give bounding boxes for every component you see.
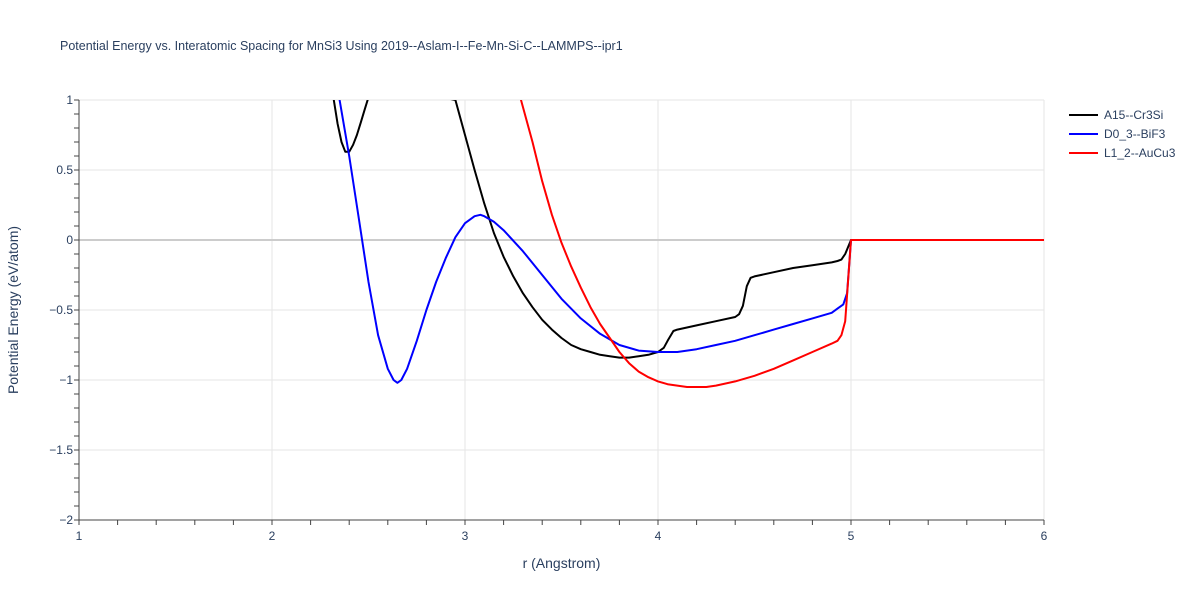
x-tick-label: 5: [848, 529, 855, 543]
grid: [78, 99, 1045, 521]
x-tick-label: 4: [655, 529, 662, 543]
series-line-d0-3-bif3: [338, 100, 1044, 384]
y-tick-label: −1.5: [49, 443, 73, 457]
x-tick-label: 2: [269, 529, 276, 543]
series-line-l1-2-aucu3: [520, 100, 1044, 388]
y-tick-label: 1: [66, 93, 73, 107]
x-tick-label: 1: [76, 529, 83, 543]
legend-label: D0_3--BiF3: [1104, 127, 1166, 141]
y-tick-label: −1: [59, 373, 73, 387]
y-tick-label: −2: [59, 513, 73, 527]
legend-item[interactable]: D0_3--BiF3: [1069, 127, 1166, 141]
legend-item[interactable]: A15--Cr3Si: [1069, 108, 1163, 122]
legend-label: L1_2--AuCu3: [1104, 146, 1176, 160]
legend-label: A15--Cr3Si: [1104, 108, 1163, 122]
y-tick-label: 0: [66, 233, 73, 247]
axes: [74, 99, 1045, 525]
x-axis-title: r (Angstrom): [523, 555, 601, 571]
y-axis-title: Potential Energy (eV/atom): [5, 226, 21, 394]
series-line-a15-cr3si: [332, 100, 1044, 359]
y-tick-label: 0.5: [56, 163, 73, 177]
x-tick-label: 6: [1041, 529, 1048, 543]
x-tick-label: 3: [462, 529, 469, 543]
x-tick-labels: 1 2 3 4 5 6: [76, 529, 1048, 543]
chart-title: Potential Energy vs. Interatomic Spacing…: [60, 39, 623, 53]
legend[interactable]: A15--Cr3Si D0_3--BiF3 L1_2--AuCu3: [1069, 108, 1176, 160]
legend-item[interactable]: L1_2--AuCu3: [1069, 146, 1176, 160]
y-tick-labels: 1 0.5 0 −0.5 −1 −1.5 −2: [49, 93, 73, 527]
y-tick-label: −0.5: [49, 303, 73, 317]
series-lines: [332, 100, 1044, 388]
